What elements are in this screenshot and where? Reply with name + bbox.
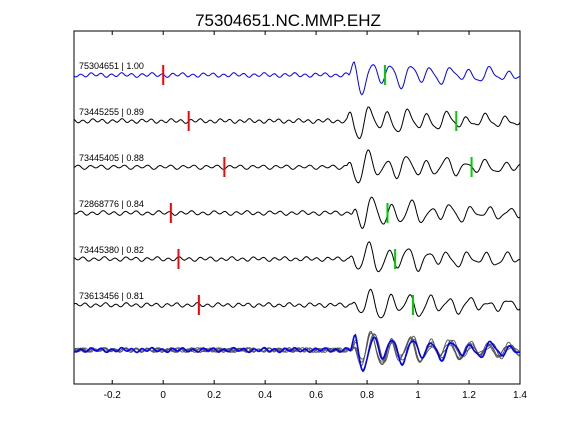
x-tick-label: 0.8 — [360, 390, 374, 401]
x-tick-label: 0.6 — [309, 390, 323, 401]
trace-label: 72868776 | 0.84 — [79, 199, 144, 209]
x-tick-label: 0.2 — [207, 390, 221, 401]
stack-reference-trace — [73, 333, 521, 372]
trace-label: 73445405 | 0.88 — [79, 153, 144, 163]
x-tick-label: -0.2 — [104, 390, 122, 401]
trace-label: 73445380 | 0.82 — [79, 245, 144, 255]
waveform-trace — [73, 196, 521, 229]
waveform-trace — [73, 149, 521, 184]
x-tick-label: 1 — [415, 390, 421, 401]
x-tick-label: 1.4 — [513, 390, 527, 401]
trace-group: 75304651 | 1.00 73445255 | 0.89 73445405 |… — [73, 61, 521, 319]
trace-label: 73445255 | 0.89 — [79, 107, 144, 117]
x-axis: -0.2 0 0.2 0.4 0.6 0.8 1 1.2 1.4 — [104, 31, 527, 401]
waveform-trace — [73, 288, 521, 319]
stack-group — [73, 330, 521, 373]
stack-overlay-trace — [73, 334, 521, 373]
stack-overlay-trace — [73, 331, 521, 364]
trace-label: 73613456 | 0.81 — [79, 291, 144, 301]
x-tick-label: 1.2 — [462, 390, 476, 401]
trace-label: 75304651 | 1.00 — [79, 61, 144, 71]
waveform-trace — [73, 61, 521, 96]
plot-frame — [73, 30, 521, 385]
waveform-trace — [73, 106, 521, 140]
waveform-trace — [73, 241, 521, 273]
x-tick-label: 0.4 — [258, 390, 272, 401]
chart-title: 75304651.NC.MMP.EHZ — [195, 11, 381, 30]
x-tick-label: 0 — [160, 390, 166, 401]
